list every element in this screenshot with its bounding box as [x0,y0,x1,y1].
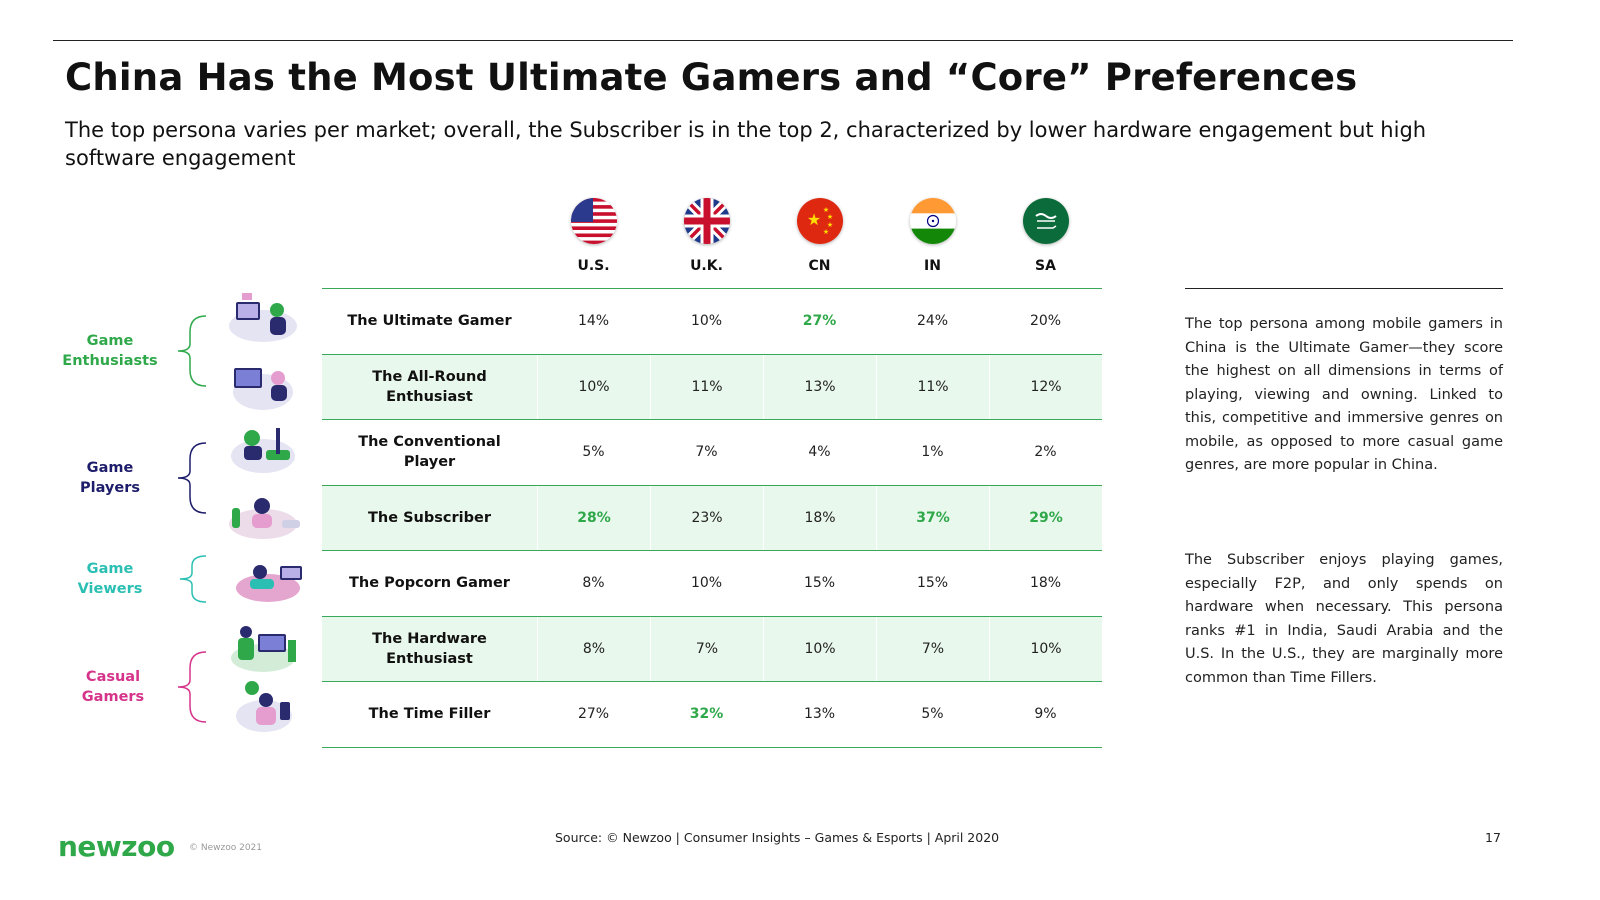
svg-text:★: ★ [822,206,828,214]
svg-text:★: ★ [806,210,820,229]
table-cell: 5% [921,706,944,723]
country-label: IN [924,258,941,274]
group-label-game-enthusiasts: Game Enthusiasts [62,333,158,369]
country-label: CN [808,258,831,274]
table-cell: 11% [650,354,763,419]
persona-name: The Time Filler [368,706,491,723]
group-brace [177,315,207,387]
persona-name: The All-Round Enthusiast [372,368,487,405]
table-cell: 10% [537,354,650,419]
group-label-game-viewers: Game Viewers [77,561,143,597]
side-divider [1185,288,1503,289]
country-label: SA [1035,258,1056,274]
top-divider [53,40,1513,41]
persona-table: The Ultimate Gamer 14% 10% 27% 24% 20% T… [322,288,1102,748]
india-flag-icon [909,198,956,244]
china-flag-icon: ★ ★ ★ ★ ★ [796,198,843,244]
copyright-text: © Newzoo 2021 [189,843,262,853]
table-row: The All-Round Enthusiast 10% 11% 13% 11%… [322,354,1102,420]
saudi-arabia-flag-icon [1022,198,1069,244]
side-paragraph-subscriber: The Subscriber enjoys playing games, esp… [1185,552,1503,686]
time-filler-illustration [236,681,292,732]
svg-text:★: ★ [822,228,828,236]
country-header-cn: ★ ★ ★ ★ ★ CN [763,198,876,274]
persona-name: The Popcorn Gamer [349,575,510,592]
persona-name: The Hardware Enthusiast [372,630,487,667]
table-row: The Popcorn Gamer 8% 10% 15% 15% 18% [322,551,1102,617]
page-subtitle: The top persona varies per market; overa… [65,118,1427,170]
table-cell: 7% [695,444,718,461]
table-cell: 15% [803,575,836,592]
country-label: U.K. [690,258,723,274]
table-cell: 29% [989,485,1102,550]
table-row: The Conventional Player 5% 7% 4% 1% 2% [322,420,1102,486]
conventional-player-illustration [231,428,295,473]
svg-text:★: ★ [826,221,832,229]
table-cell: 27% [802,313,837,330]
table-cell: 11% [876,354,989,419]
table-cell: 8% [582,575,605,592]
table-cell: 15% [916,575,949,592]
group-brace [177,651,207,723]
table-cell: 18% [763,485,876,550]
table-cell: 10% [989,616,1102,681]
persona-name: The Ultimate Gamer [347,313,512,330]
svg-text:★: ★ [826,213,832,221]
country-label: U.S. [577,258,610,274]
table-cell: 7% [876,616,989,681]
group-label-game-players: Game Players [79,460,140,496]
country-header-uk: U.K. [650,198,763,274]
persona-name: The Conventional Player [358,434,501,471]
persona-name: The Subscriber [368,509,491,526]
table-cell: 24% [916,313,949,330]
table-cell: 7% [650,616,763,681]
table-cell: 8% [537,616,650,681]
table-cell: 1% [921,444,944,461]
table-row: The Time Filler 27% 32% 13% 5% 9% [322,682,1102,748]
table-row: The Subscriber 28% 23% 18% 37% 29% [322,485,1102,551]
table-cell: 5% [582,444,605,461]
table-cell: 12% [989,354,1102,419]
group-brace [179,555,207,603]
table-cell: 23% [650,485,763,550]
table-cell: 14% [577,313,610,330]
table-row: The Ultimate Gamer 14% 10% 27% 24% 20% [322,289,1102,355]
newzoo-logo: newzoo [58,830,175,863]
side-paragraph-ultimate-gamer: The top persona among mobile gamers in C… [1185,316,1503,473]
group-label-casual-gamers: Casual Gamers [81,669,145,705]
table-cell: 9% [1034,706,1057,723]
source-note: Source: © Newzoo | Consumer Insights – G… [555,830,1000,845]
country-header-sa: SA [989,198,1102,274]
table-cell: 10% [690,313,723,330]
table-cell: 20% [1029,313,1062,330]
table-cell: 10% [763,616,876,681]
ultimate-gamer-illustration [229,293,297,342]
country-header-in: IN [876,198,989,274]
table-row: The Hardware Enthusiast 8% 7% 10% 7% 10% [322,616,1102,682]
table-cell: 18% [1029,575,1062,592]
table-cell: 13% [763,354,876,419]
page-title: China Has the Most Ultimate Gamers and “… [65,56,1358,99]
subscriber-illustration [229,498,300,539]
table-cell: 32% [689,706,724,723]
country-header-us: U.S. [537,198,650,274]
uk-flag-icon [683,198,730,244]
table-cell: 4% [808,444,831,461]
all-round-enthusiast-illustration [233,368,293,410]
table-cell: 27% [577,706,610,723]
us-flag-icon [570,198,617,244]
table-cell: 2% [1034,444,1057,461]
group-brace [177,442,207,514]
page-number: 17 [1485,830,1501,845]
table-cell: 10% [690,575,723,592]
table-cell: 37% [876,485,989,550]
table-cell: 28% [537,485,650,550]
popcorn-gamer-illustration [236,565,302,602]
hardware-enthusiast-illustration [231,626,296,672]
table-cell: 13% [803,706,836,723]
